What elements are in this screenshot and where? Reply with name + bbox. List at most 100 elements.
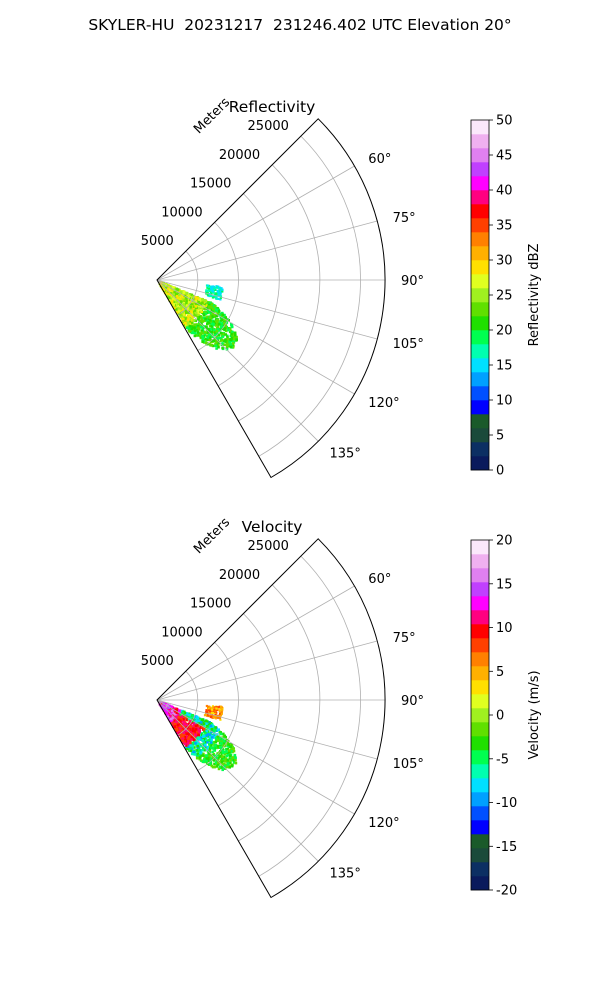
echo-gate [230,332,233,336]
echo-gate [177,713,181,717]
echo-gate [185,746,188,749]
range-ring [177,670,199,736]
echo-gate [231,332,235,336]
echo-gate [178,726,181,729]
echo-gate [212,715,215,718]
echo-gate [205,724,209,727]
echo-gate [198,729,202,732]
echo-gate [219,327,223,331]
colorbar-segment [471,554,489,569]
echo-gate [212,752,216,756]
echo-gate [188,328,192,332]
colorbar-segment [471,820,489,835]
echo-gate [173,713,177,716]
colorbar-segment [471,428,489,443]
echo-gate [216,289,219,292]
echo-gate [168,298,172,302]
echo-gate [200,326,204,329]
echo-gate [211,312,215,316]
echo-gate [163,290,167,294]
echo-gate [203,724,206,727]
echo-gate [221,315,225,319]
echo-gate [205,755,208,759]
echo-gate [181,720,185,723]
echo-gate [215,297,218,300]
azimuth-tick-label: 60° [368,572,391,587]
echo-gate [220,758,224,761]
echo-gate [216,739,220,742]
echo-gate [221,332,225,336]
echo-gate [206,757,210,760]
echo-gate [224,324,227,328]
echo-gate [211,322,215,325]
velocity-plot: Velocity 5000 10000 15000 20000 25000 Meters 60… [141,515,542,899]
echo-gate [228,764,232,768]
echo-gate [234,756,237,759]
colorbar-tick-label: 45 [496,149,513,164]
echo-gate [204,732,207,735]
echo-gate [205,757,209,760]
colorbar-tick-label: 5 [496,429,504,444]
echo-gate [221,290,224,293]
azimuth-tick-label: 105° [393,337,424,352]
echo-gate [172,297,175,301]
echo-gate [226,337,230,341]
echo-gate [234,761,238,765]
echo-gate [227,753,231,757]
colorbar-segment [471,778,489,793]
echo-gate [204,341,208,344]
range-tick-label: 5000 [141,234,174,249]
echo-gate [224,343,227,346]
echo-gate [218,710,221,713]
echo-gate [215,309,218,312]
reflectivity-plot: Reflectivity 5000 10000 15000 20000 25000 Mete… [141,95,542,479]
echo-gate [203,299,207,303]
echo-gate [166,712,169,716]
echo-gate [210,306,213,309]
echo-gate [176,292,179,296]
echo-gate [211,747,214,750]
echo-gate [174,292,178,296]
echo-gate [194,742,197,745]
echo-gate [172,303,176,306]
echo-gate [198,757,202,761]
echo-gate [216,325,220,328]
colorbar-tick-label: 20 [496,324,513,339]
echo-gate [196,314,200,317]
echo-gate [217,336,221,340]
echo-gate [181,734,185,737]
echo-gate [231,764,234,767]
echo-gate [229,334,233,338]
echo-gate [210,302,214,306]
echo-gate [209,757,213,760]
echo-gate [196,748,199,752]
echo-gate [188,329,191,333]
echo-gate [232,747,235,750]
echo-gate [200,316,203,319]
echo-gate [179,307,182,311]
echo-gate [167,294,170,297]
colorbar-segment [471,792,489,807]
echo-gate [213,744,217,748]
echo-gate [199,309,203,312]
echo-gate [214,717,217,720]
echo-gate [201,301,204,304]
echo-gate [189,749,192,753]
echo-gate [197,328,201,331]
echo-gate [193,753,196,756]
echo-gate [171,716,175,719]
echo-gate [214,288,217,291]
echo-gate [199,751,203,755]
echo-gate [221,749,225,753]
echo-gate [185,302,188,305]
echo-gate [188,307,192,310]
echo-gate [211,344,215,348]
echo-gate [175,727,179,731]
colorbar-segment [471,624,489,639]
echo-gate [170,706,174,710]
echo-gate [207,317,211,321]
echo-gate [212,330,215,334]
echo-gate [223,760,227,763]
echo-gate [218,321,221,324]
azimuth-spoke [156,279,355,395]
